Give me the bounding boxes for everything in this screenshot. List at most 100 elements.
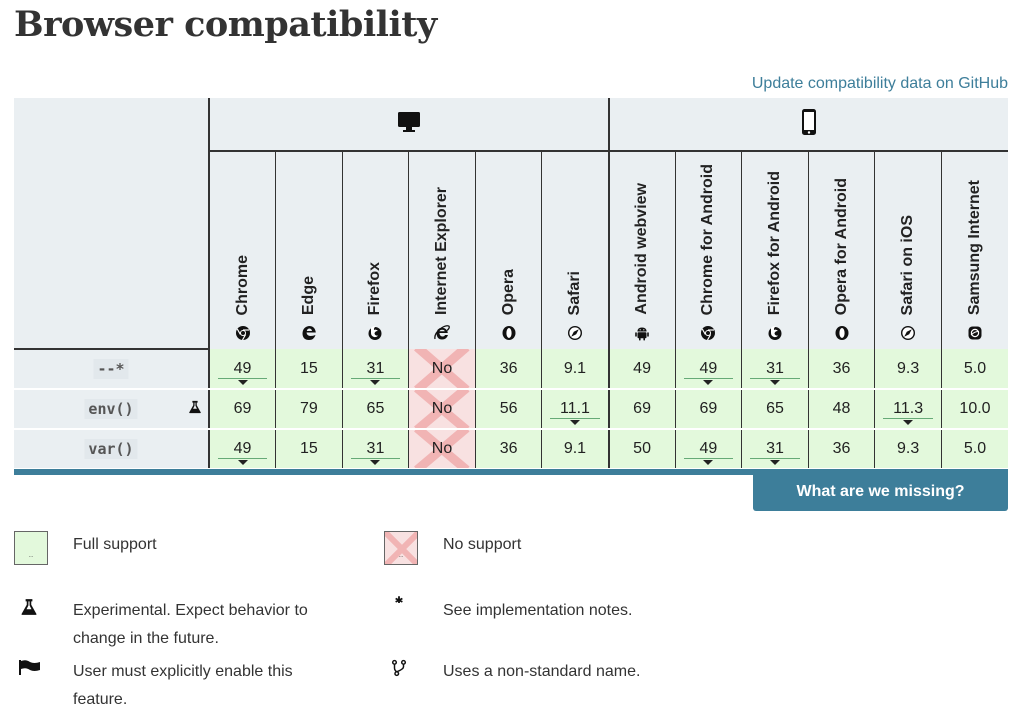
legend-no-support-swatch: .. [384, 531, 418, 565]
expand-caret-icon[interactable] [703, 460, 714, 465]
support-version: No [431, 359, 453, 377]
expand-caret-icon[interactable] [370, 460, 381, 465]
support-version: 49 [633, 359, 651, 377]
expand-caret-icon[interactable] [769, 380, 780, 385]
support-version: 31 [766, 359, 784, 377]
browser-name: Safari on iOS [899, 214, 917, 315]
support-version: 15 [299, 359, 318, 377]
support-cell[interactable]: 11.3 [874, 389, 942, 430]
non-standard-name-icon [391, 659, 407, 677]
note-underline [350, 458, 401, 459]
expand-caret-icon[interactable] [237, 380, 248, 385]
support-cell: 15 [275, 349, 343, 390]
support-version: 11.3 [893, 400, 924, 417]
support-version: 49 [699, 359, 718, 377]
support-cell: 9.3 [874, 429, 942, 470]
android-icon [635, 327, 649, 341]
feature-name-cell: --* [14, 349, 210, 390]
support-cell: 56 [474, 389, 542, 430]
feature-name[interactable]: --* [93, 359, 129, 379]
support-cell: 79 [275, 389, 343, 430]
browser-header-firefox: Firefox [341, 151, 409, 349]
support-cell-no: No [408, 389, 476, 430]
support-version: 31 [366, 359, 385, 377]
no-support-cross-icon [414, 349, 470, 388]
support-version: 31 [366, 440, 385, 457]
support-cell[interactable]: 31 [741, 429, 809, 470]
support-version: 15 [299, 440, 318, 457]
chrome-icon [235, 326, 250, 341]
support-cell-no: No [408, 429, 476, 470]
support-cell[interactable]: 31 [341, 349, 409, 390]
desktop-icon [397, 111, 420, 132]
github-update-link[interactable]: Update compatibility data on GitHub [751, 75, 1008, 92]
compat-table-wrapper: Chrome Edge Firefox Internet Explorer Opera S… [14, 98, 1009, 470]
browser-header-chrome-for-android: Chrome for Android [674, 151, 742, 349]
support-cell[interactable]: 31 [741, 349, 809, 390]
support-cell: 69 [607, 389, 676, 430]
feature-row: env() 69 79 65 No 56 11.1 69 69 65 48 11.3 10.0 [14, 389, 1009, 430]
support-cell[interactable]: 49 [209, 429, 276, 470]
browser-name: Samsung Internet [965, 179, 983, 315]
support-version: 9.1 [563, 359, 587, 377]
browser-header-safari: Safari [541, 151, 609, 349]
support-cell[interactable]: 49 [674, 429, 742, 470]
browser-header-safari-on-ios: Safari on iOS [874, 151, 942, 349]
support-version: 5.0 [963, 440, 987, 457]
compat-table: Chrome Edge Firefox Internet Explorer Opera S… [14, 98, 1009, 470]
support-cell: 15 [275, 429, 343, 470]
legend-experimental-line2: change in the future. [73, 630, 219, 647]
support-version: 9.1 [563, 440, 587, 457]
browser-header-internet-explorer: Internet Explorer [408, 151, 476, 349]
experimental-flask-icon [189, 400, 201, 414]
browser-name: Android webview [633, 183, 651, 315]
support-cell[interactable]: 31 [341, 429, 409, 470]
browser-name: Chrome for Android [699, 163, 717, 315]
support-version: 11.1 [559, 400, 590, 417]
legend-notes-label: See implementation notes. [443, 602, 633, 619]
legend-full-support-swatch: .. [14, 531, 48, 565]
browser-header-opera-for-android: Opera for Android [807, 151, 875, 349]
expand-caret-icon[interactable] [769, 460, 780, 465]
support-version: 69 [699, 400, 718, 417]
expand-caret-icon[interactable] [703, 380, 714, 385]
support-version: 36 [499, 440, 518, 457]
firefox-icon [768, 326, 782, 340]
support-cell[interactable]: 11.1 [541, 389, 609, 430]
expand-caret-icon[interactable] [370, 380, 381, 385]
mobile-icon [801, 108, 816, 135]
browser-name: Firefox [366, 261, 384, 315]
browser-header-edge: Edge [275, 151, 343, 349]
browser-name: Firefox for Android [765, 170, 783, 315]
expand-caret-icon[interactable] [903, 420, 914, 425]
support-cell: 49 [607, 349, 676, 390]
support-version: No [431, 440, 453, 457]
browser-name: Opera [499, 268, 517, 315]
feature-name[interactable]: env() [84, 399, 138, 419]
support-version: 65 [766, 400, 784, 417]
support-version: 9.3 [897, 440, 920, 457]
firefox-icon [368, 326, 382, 340]
support-version: No [431, 400, 453, 417]
no-support-cross-icon [385, 532, 417, 564]
support-cell: 50 [607, 429, 676, 470]
support-version: 65 [366, 400, 385, 417]
support-version: 50 [633, 440, 651, 457]
support-cell[interactable]: 49 [674, 349, 742, 390]
browser-name: Internet Explorer [433, 186, 451, 315]
expand-caret-icon[interactable] [569, 420, 580, 425]
support-cell: 36 [807, 349, 875, 390]
support-cell: 9.1 [541, 429, 609, 470]
no-support-cross-icon [414, 390, 470, 428]
support-cell: 69 [209, 389, 276, 430]
note-underline [683, 458, 734, 459]
support-cell: 36 [474, 349, 542, 390]
support-version: 48 [832, 400, 851, 417]
chrome-icon [701, 326, 716, 341]
feature-name[interactable]: var() [84, 439, 138, 459]
support-cell[interactable]: 49 [209, 349, 276, 390]
what-are-we-missing-button[interactable]: What are we missing? [753, 472, 1008, 511]
browser-header-android-webview: Android webview [607, 151, 676, 349]
expand-caret-icon[interactable] [237, 460, 248, 465]
legend-no-support-label: No support [443, 536, 522, 553]
